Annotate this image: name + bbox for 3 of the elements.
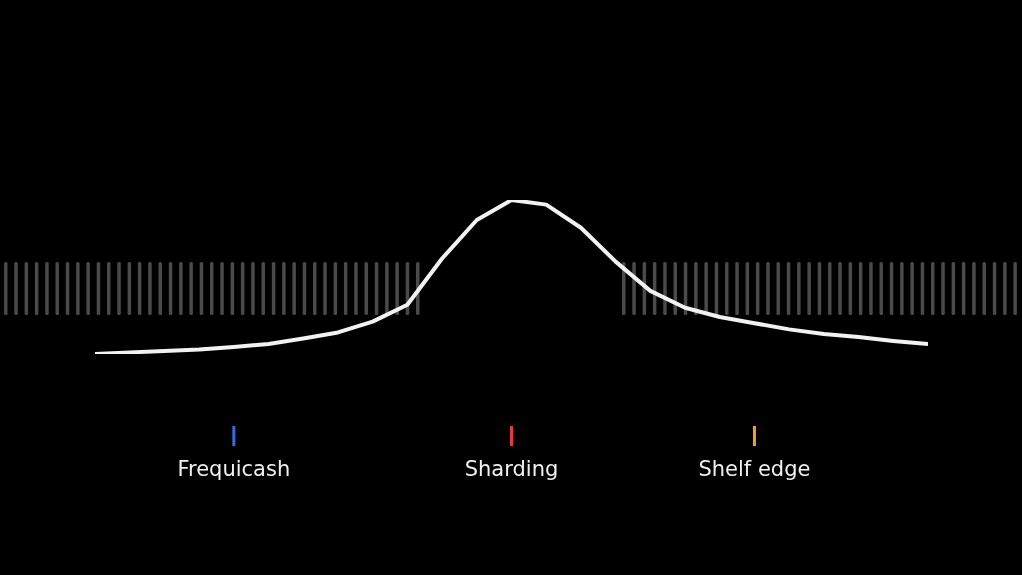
x-tick-label: Shelf edge xyxy=(698,457,811,481)
x-tick-label: Frequicash xyxy=(177,457,291,481)
x-tick-label: Sharding xyxy=(464,457,559,481)
